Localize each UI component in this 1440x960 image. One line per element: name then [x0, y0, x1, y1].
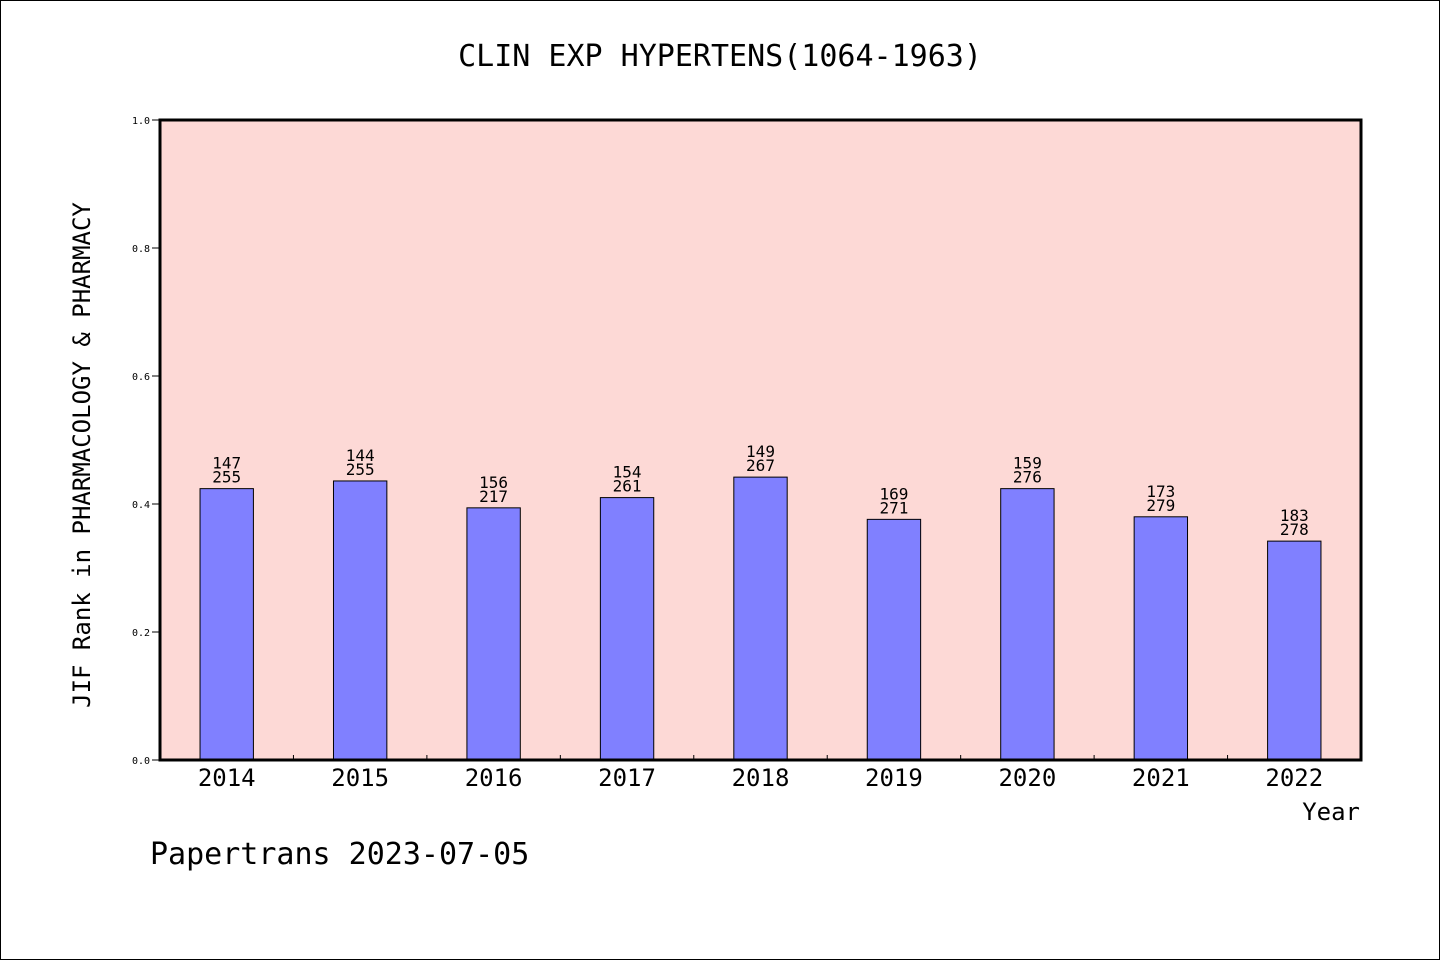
x-tick-label-2018: 2018 — [732, 764, 790, 792]
x-tick-label-2021: 2021 — [1132, 764, 1190, 792]
bar-2016 — [466, 507, 521, 761]
x-axis-label: Year — [1302, 798, 1360, 826]
x-tick-label-2020: 2020 — [998, 764, 1056, 792]
x-tick-label-2014: 2014 — [198, 764, 256, 792]
bar-label-bottom-2018: 267 — [746, 456, 775, 475]
bar-label-top-2021: 173 — [1146, 482, 1175, 501]
chart-title: CLIN EXP HYPERTENS(1064-1963) — [458, 39, 982, 74]
x-tick-label-2017: 2017 — [598, 764, 656, 792]
bar-label-top-2018: 149 — [746, 442, 775, 461]
axis-ticks: 2014 2015 2016 2017 2018 2019 2020 2021 2022 0.0 0… — [132, 116, 1323, 792]
bar-label-bottom-2020: 276 — [1013, 468, 1042, 487]
x-tick-label-2016: 2016 — [465, 764, 523, 792]
bar-label-top-2017: 154 — [613, 463, 642, 482]
y-tick-label: 0.6 — [132, 372, 150, 383]
bar-label-top-2016: 156 — [479, 473, 508, 492]
bar-2014 — [199, 488, 254, 761]
bar-label-bottom-2016: 217 — [479, 487, 508, 506]
x-tick-label-2019: 2019 — [865, 764, 923, 792]
bar-label-bottom-2022: 278 — [1280, 520, 1309, 539]
bar-2021 — [1133, 516, 1189, 761]
x-tick-label-2015: 2015 — [331, 764, 389, 792]
bars-group: 1472551442551562171542611492671692711592… — [199, 442, 1322, 761]
y-tick-label: 0.2 — [132, 628, 150, 639]
bar-label-top-2020: 159 — [1013, 454, 1042, 473]
bar-label-bottom-2014: 255 — [212, 468, 241, 487]
y-axis-label: JIF Rank in PHARMACOLOGY & PHARMACY — [68, 202, 96, 708]
bar-label-top-2019: 169 — [879, 484, 908, 503]
bar-2018 — [733, 476, 788, 761]
y-tick-label: 0.0 — [132, 756, 150, 767]
bar-2019 — [866, 518, 922, 761]
bar-2022 — [1267, 540, 1322, 761]
y-tick-label: 0.4 — [132, 500, 150, 511]
footer-text: Papertrans 2023-07-05 — [150, 837, 529, 872]
bar-2015 — [332, 480, 388, 761]
bar-2020 — [1000, 488, 1055, 761]
bar-label-bottom-2015: 255 — [346, 460, 375, 479]
plot-border — [158, 118, 1363, 762]
y-tick-label: 1.0 — [132, 116, 150, 127]
bar-label-top-2015: 144 — [346, 446, 375, 465]
bar-label-bottom-2019: 271 — [879, 498, 908, 517]
y-tick-label: 0.8 — [132, 244, 150, 255]
x-tick-label-2022: 2022 — [1265, 764, 1323, 792]
bar-2017 — [599, 497, 655, 761]
bar-label-bottom-2021: 279 — [1146, 496, 1175, 515]
bar-label-bottom-2017: 261 — [613, 477, 642, 496]
bar-label-top-2022: 183 — [1280, 506, 1309, 525]
bar-label-top-2014: 147 — [212, 454, 241, 473]
